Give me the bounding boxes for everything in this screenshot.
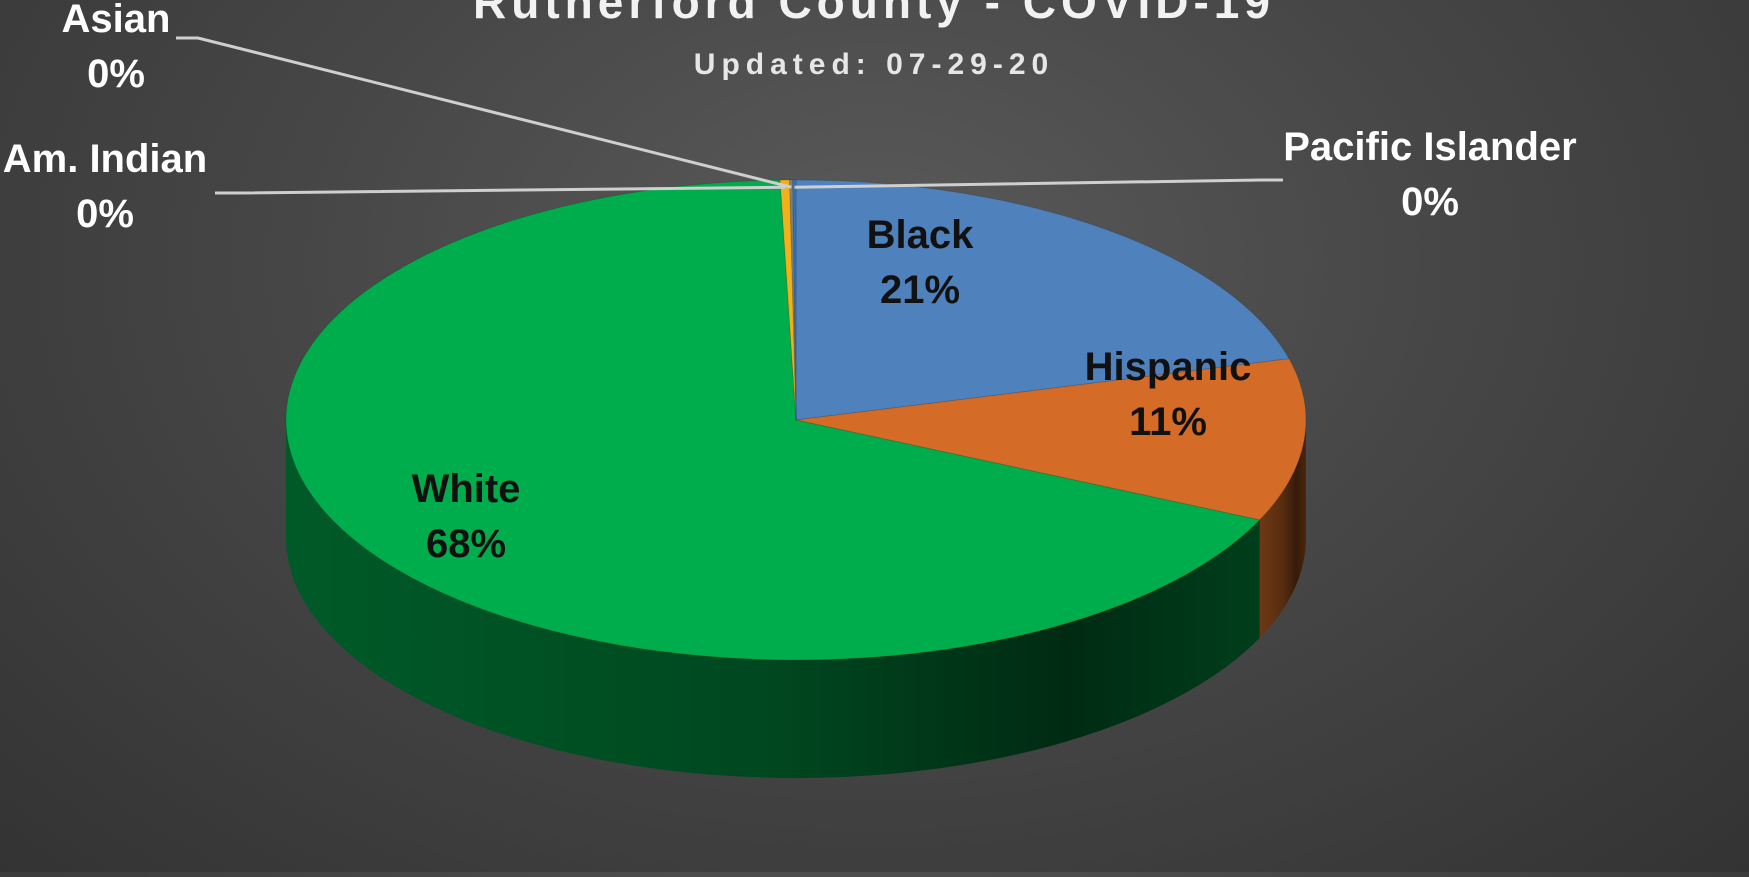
- label-white-name: White: [412, 467, 521, 511]
- label-asian-percent: 0%: [87, 52, 145, 96]
- pie-side-walls: [286, 420, 1306, 778]
- chart-title: Rutherford County - COVID-19: [473, 0, 1275, 28]
- slice-pacific-islander: [792, 179, 797, 421]
- leader-lines: [176, 36, 1283, 195]
- label-asian-name: Asian: [62, 0, 171, 41]
- label-white-percent: 68%: [426, 522, 506, 566]
- chart-subtitle: Updated: 07-29-20: [694, 48, 1054, 81]
- label-black-name: Black: [867, 213, 974, 257]
- leader-line-pacific-islander: [794, 178, 1283, 189]
- label-hispanic-percent: 11%: [1129, 400, 1207, 444]
- side-wall-shade: [1259, 420, 1306, 638]
- pie-top-faces: [285, 179, 1307, 661]
- label-am-indian-name: Am. Indian: [3, 137, 207, 181]
- label-pacific-islander-name: Pacific Islander: [1283, 125, 1576, 169]
- label-hispanic-name: Hispanic: [1085, 345, 1252, 389]
- slice-asian: [789, 179, 797, 421]
- leader-line-asian: [176, 36, 792, 189]
- slice-hispanic: [795, 358, 1307, 521]
- label-am-indian-percent: 0%: [76, 192, 134, 236]
- label-black-percent: 21%: [880, 268, 960, 312]
- leader-line-am-indian: [215, 185, 786, 195]
- slice-am-indian: [779, 179, 797, 421]
- label-pacific-islander-percent: 0%: [1401, 180, 1459, 224]
- slice-labels: Black 21% Hispanic 11% White 68% Am. Indian 0% A…: [3, 0, 1577, 566]
- slice-white: [285, 179, 1261, 661]
- side-wall-shade: [286, 420, 1260, 778]
- slice-black: [795, 179, 1290, 421]
